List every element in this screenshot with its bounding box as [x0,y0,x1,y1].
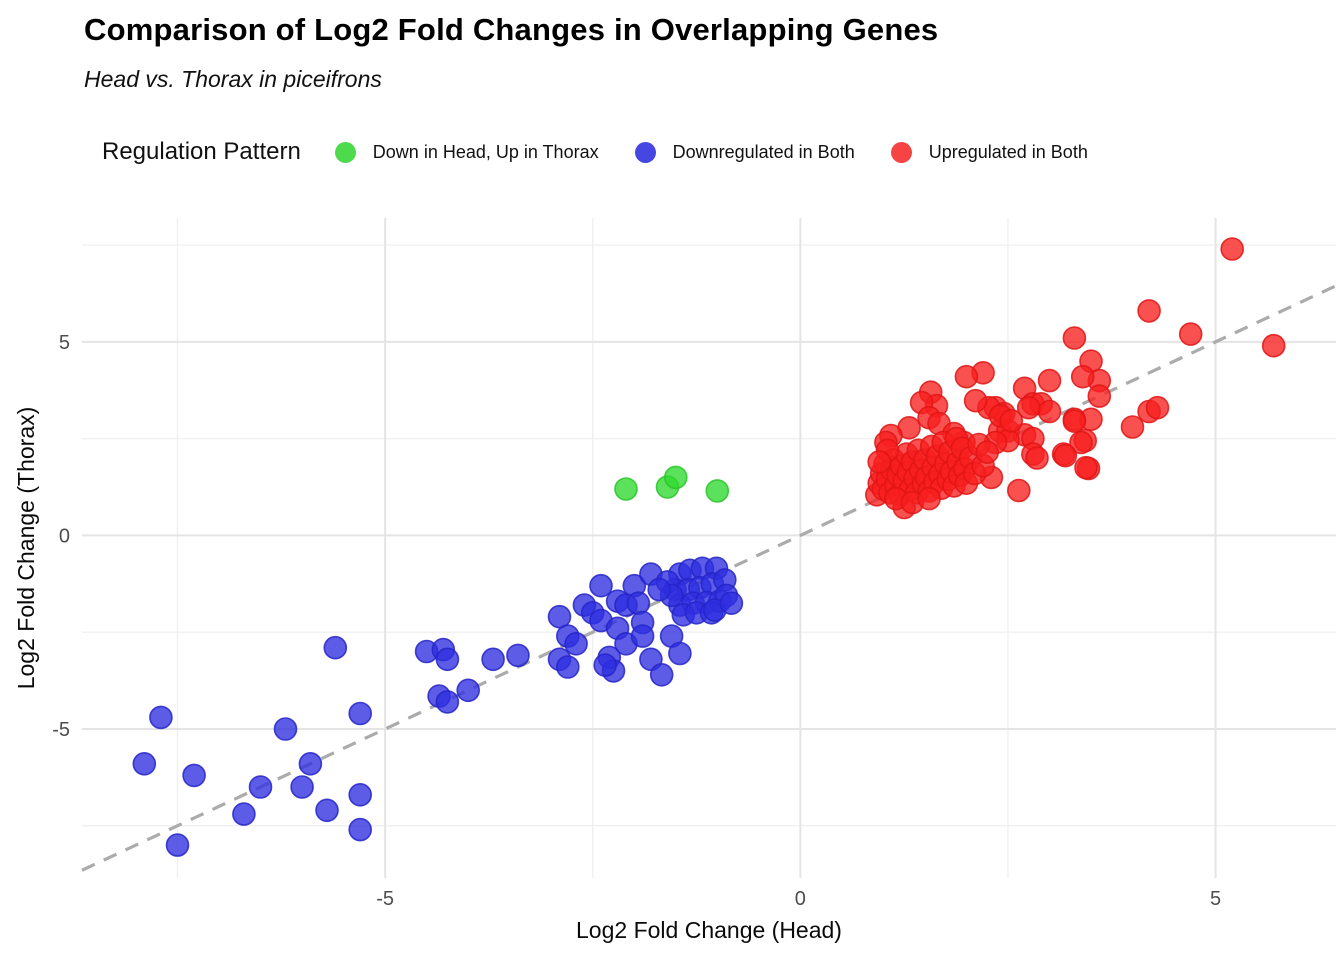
data-point [975,440,1000,465]
data-point [1261,333,1286,358]
data-point [132,751,157,776]
data-point [481,647,505,672]
data-point [348,701,373,726]
series-2 [864,237,1286,520]
minor-gridlines [82,218,1336,878]
data-point [1006,478,1031,503]
data-point [1053,443,1078,468]
data-point [1037,368,1062,393]
data-point [593,653,618,677]
data-point [456,678,481,703]
legend-item-down-up: Down in Head, Up in Thorax [334,141,599,163]
svg-text:0: 0 [795,888,806,910]
data-point [999,408,1024,433]
data-point [248,775,273,799]
data-point [867,450,892,474]
chart-title: Comparison of Log2 Fold Changes in Overl… [84,12,939,47]
data-point [614,477,638,501]
data-point [323,635,348,660]
data-point [182,763,206,788]
data-point [315,798,339,823]
data-point [1220,237,1244,261]
major-gridlines [82,218,1336,878]
data-point [1062,409,1087,434]
data-point [1037,399,1062,424]
legend-item-down-both: Downregulated in Both [634,141,855,163]
data-point [1025,446,1049,470]
data-point [668,641,692,666]
data-point [290,775,314,799]
data-point [435,690,460,714]
data-point [663,465,688,490]
legend: Regulation Pattern Down in Head, Up in T… [102,134,1124,170]
data-point [506,643,530,668]
data-point [954,364,979,389]
data-point [298,751,323,776]
series-1 [132,556,744,857]
data-point [647,577,672,602]
data-point [1016,395,1041,420]
data-point [589,573,613,598]
data-point [1070,364,1095,389]
data-point [963,388,988,413]
data-point [165,833,190,857]
chart-subtitle: Head vs. Thorax in piceifrons [84,66,382,92]
svg-text:-5: -5 [52,719,70,741]
svg-text:0: 0 [59,525,70,547]
data-point [1145,395,1170,420]
svg-text:5: 5 [1210,888,1221,910]
data-point [273,717,298,741]
x-tick-labels: -5 0 5 [376,888,1221,910]
data-point [348,782,373,807]
identity-reference-line [81,284,1337,872]
data-point [1178,322,1203,346]
data-point [630,624,655,648]
y-axis-title: Log2 Fold Change (Thorax) [13,407,39,690]
y-tick-labels: -5 0 5 [52,332,70,741]
data-point [1087,384,1112,408]
legend-label: Down in Head, Up in Thorax [372,141,599,162]
data-point [1062,326,1087,350]
legend-label: Upregulated in Both [928,141,1088,162]
svg-text:5: 5 [59,332,70,354]
x-axis-title: Log2 Fold Change (Head) [576,917,842,943]
data-point [719,591,744,616]
series-0 [614,465,730,503]
data-point [1069,430,1093,455]
data-point [1120,415,1145,439]
data-point [626,591,651,616]
legend-title: Regulation Pattern [102,138,301,165]
data-point [1074,455,1098,480]
data-point [917,486,941,511]
svg-text:-5: -5 [376,888,394,910]
legend-label: Downregulated in Both [672,141,855,162]
legend-item-up-both: Upregulated in Both [890,141,1088,163]
data-point [547,604,572,629]
data-point [232,802,256,826]
data-point [649,662,674,687]
data-point [564,631,588,656]
data-point [705,479,730,503]
data-point [1137,299,1161,323]
data-point [348,817,373,842]
data-point [555,655,580,679]
green-dot-icon [334,141,356,163]
data-point [149,705,173,730]
data-point [435,647,460,672]
red-dot-icon [890,141,912,163]
blue-dot-icon [634,141,656,163]
